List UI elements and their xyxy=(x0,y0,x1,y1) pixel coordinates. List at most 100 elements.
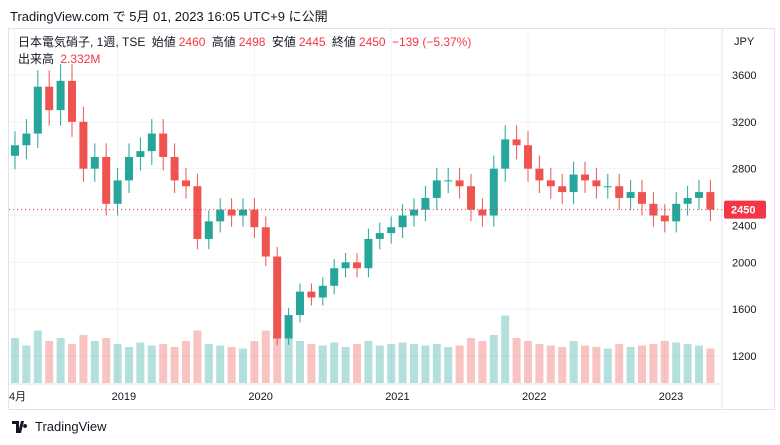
volume-bar xyxy=(147,345,156,383)
volume-bar xyxy=(683,344,692,383)
volume-bar xyxy=(410,344,418,383)
volume-bar xyxy=(182,341,190,383)
candle-body xyxy=(660,215,669,222)
candle-body xyxy=(432,180,441,198)
volume-bar xyxy=(512,338,521,383)
candle-body xyxy=(170,156,179,181)
candle-body xyxy=(296,291,304,316)
candle-body xyxy=(695,192,703,198)
volume-bar xyxy=(170,347,179,383)
candle-body xyxy=(410,209,418,216)
volume-bar xyxy=(660,341,669,383)
volume-bar xyxy=(261,330,270,383)
volume-bar xyxy=(706,348,715,383)
volume-bar xyxy=(204,344,213,383)
volume-bar xyxy=(558,347,567,383)
x-tick-label: 2023 xyxy=(659,391,683,403)
candle-body xyxy=(626,192,635,198)
candle-body xyxy=(398,215,407,228)
y-tick-label: 3200 xyxy=(732,117,756,129)
candle-body xyxy=(250,209,259,228)
candle-body xyxy=(638,192,646,204)
candle-body xyxy=(273,256,282,339)
volume-bar xyxy=(375,345,384,383)
volume-bar xyxy=(79,335,88,383)
volume-bar xyxy=(569,341,578,383)
volume-bar xyxy=(364,341,373,383)
candle-body xyxy=(444,180,453,182)
tradingview-logo[interactable]: TradingView xyxy=(12,419,107,434)
volume-bar xyxy=(330,342,339,383)
candle-body xyxy=(261,227,270,257)
volume-bar xyxy=(444,347,453,383)
volume-bar xyxy=(216,345,225,383)
candle-body xyxy=(341,262,350,269)
candle-body xyxy=(489,168,498,216)
candle-body xyxy=(672,203,681,222)
candle-body xyxy=(90,156,99,169)
candle-body xyxy=(79,121,88,169)
volume-bar xyxy=(695,345,703,383)
candle-body xyxy=(102,156,111,204)
candle-body xyxy=(535,168,544,181)
candle-body xyxy=(182,180,190,187)
y-tick-label: 3600 xyxy=(732,70,756,82)
volume-bar xyxy=(125,347,133,383)
candle-body xyxy=(159,133,168,157)
low-value: 2445 xyxy=(298,35,326,49)
volume-bar xyxy=(649,344,658,383)
volume-bar xyxy=(615,344,624,383)
candle-body xyxy=(22,133,31,146)
volume-bar xyxy=(284,335,293,383)
volume-bar xyxy=(398,342,407,383)
volume-bar xyxy=(387,344,396,383)
candle-body xyxy=(68,80,76,122)
volume-bar xyxy=(592,347,601,383)
candle-body xyxy=(546,180,555,187)
candle-body xyxy=(11,145,19,156)
candle-body xyxy=(375,233,384,239)
high-value: 2498 xyxy=(238,35,266,49)
candle-body xyxy=(558,186,567,193)
volume-bar xyxy=(239,348,247,383)
x-tick-label: 2022 xyxy=(522,391,546,403)
volume-value: 2.332M xyxy=(60,52,101,66)
volume-bar xyxy=(45,341,54,383)
volume-bar xyxy=(638,345,646,383)
volume-bar xyxy=(467,338,475,383)
currency-label: JPY xyxy=(734,36,755,48)
volume-bar xyxy=(318,345,327,383)
open-value: 2460 xyxy=(178,35,206,49)
close-value: 2450 xyxy=(358,35,386,49)
candle-body xyxy=(318,285,327,298)
candle-body xyxy=(615,186,624,198)
low-label: 安値 xyxy=(271,35,296,49)
volume-bar xyxy=(353,344,361,383)
volume-bar xyxy=(478,341,487,383)
volume-bar xyxy=(341,347,350,383)
volume-bar xyxy=(432,344,441,383)
tradingview-logo-icon xyxy=(12,420,28,433)
high-label: 高値 xyxy=(211,35,236,49)
y-tick-label: 1600 xyxy=(732,304,756,316)
volume-bar xyxy=(227,347,236,383)
candle-body xyxy=(239,209,247,216)
volume-bar xyxy=(193,330,202,383)
candle-body xyxy=(227,209,236,216)
volume-label: 出来高 xyxy=(18,52,55,66)
candle-body xyxy=(33,86,42,134)
candle-body xyxy=(353,262,361,269)
y-tick-label: 2000 xyxy=(732,257,756,269)
brand-label: TradingView xyxy=(35,419,107,434)
candle-body xyxy=(501,139,510,169)
volume-bar xyxy=(501,315,510,383)
candle-body xyxy=(330,268,339,286)
candle-body xyxy=(467,186,475,210)
volume-bar xyxy=(159,344,168,383)
last-price-label: 2450 xyxy=(731,205,755,217)
candle-body xyxy=(569,174,578,193)
volume-bar xyxy=(489,335,498,383)
candle-body xyxy=(524,145,532,169)
volume-bar xyxy=(56,338,65,383)
